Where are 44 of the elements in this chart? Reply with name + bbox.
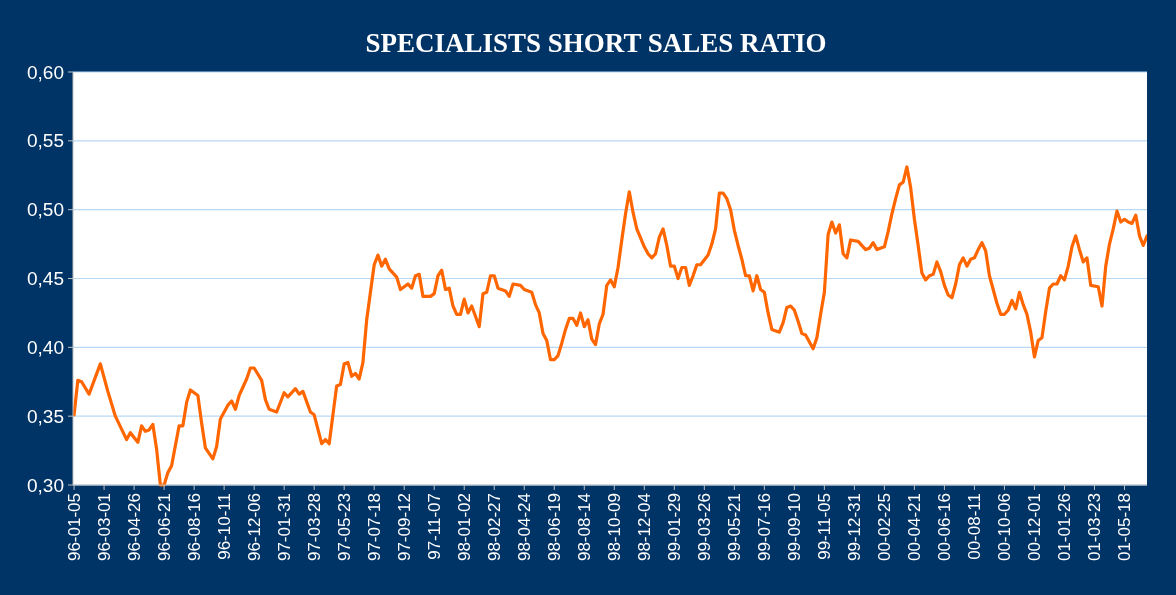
x-tick-label: 00-04-21 bbox=[905, 493, 925, 562]
x-tick-label: 00-06-16 bbox=[935, 493, 955, 562]
x-tick-label: 01-01-26 bbox=[1055, 493, 1075, 562]
x-tick-label: 96-08-16 bbox=[185, 493, 205, 562]
x-tick-label: 98-08-14 bbox=[575, 493, 595, 562]
x-tick-label: 96-03-01 bbox=[95, 493, 115, 562]
x-tick-label: 96-04-26 bbox=[125, 493, 145, 562]
x-tick-label: 99-12-31 bbox=[845, 493, 865, 562]
x-tick-label: 01-03-23 bbox=[1085, 493, 1105, 562]
x-tick-label: 97-11-07 bbox=[425, 493, 445, 560]
x-tick-label: 98-12-04 bbox=[635, 493, 655, 562]
x-tick-label: 99-07-16 bbox=[755, 493, 775, 562]
y-tick-label: 0,40 bbox=[27, 336, 64, 358]
x-tick-label: 99-09-10 bbox=[785, 493, 805, 562]
x-tick-label: 97-03-28 bbox=[305, 493, 325, 562]
chart-title: SPECIALISTS SHORT SALES RATIO bbox=[365, 28, 827, 58]
x-tick-label: 98-01-02 bbox=[455, 493, 475, 562]
x-tick-label: 96-01-05 bbox=[65, 493, 85, 562]
x-tick-label: 01-05-18 bbox=[1115, 493, 1135, 562]
y-tick-label: 0,35 bbox=[27, 405, 64, 427]
y-tick-label: 0,50 bbox=[27, 199, 64, 221]
x-tick-label: 00-08-11 bbox=[965, 493, 985, 560]
x-tick-label: 00-02-25 bbox=[875, 493, 895, 562]
x-tick-label: 98-06-19 bbox=[545, 493, 565, 562]
y-tick-label: 0,30 bbox=[27, 474, 64, 496]
x-tick-label: 96-06-21 bbox=[155, 493, 175, 562]
x-tick-label: 97-09-12 bbox=[395, 493, 415, 562]
x-tick-label: 00-12-01 bbox=[1025, 493, 1045, 562]
x-tick-label: 97-01-31 bbox=[275, 493, 295, 562]
x-tick-label: 00-10-06 bbox=[995, 493, 1015, 562]
x-tick-label: 98-02-27 bbox=[485, 493, 505, 562]
x-tick-label: 98-04-24 bbox=[515, 493, 535, 562]
x-tick-label: 96-10-11 bbox=[215, 493, 235, 560]
x-tick-label: 99-03-26 bbox=[695, 493, 715, 562]
x-tick-label: 99-11-05 bbox=[815, 493, 835, 560]
x-tick-label: 98-10-09 bbox=[605, 493, 625, 562]
x-tick-label: 97-05-23 bbox=[335, 493, 355, 562]
x-tick-label: 99-05-21 bbox=[725, 493, 745, 562]
y-tick-label: 0,55 bbox=[27, 130, 64, 152]
x-tick-label: 97-07-18 bbox=[365, 493, 385, 562]
x-tick-label: 99-01-29 bbox=[665, 493, 685, 562]
y-tick-label: 0,45 bbox=[27, 268, 64, 290]
x-tick-label: 96-12-06 bbox=[245, 493, 265, 562]
y-tick-label: 0,60 bbox=[27, 61, 64, 83]
